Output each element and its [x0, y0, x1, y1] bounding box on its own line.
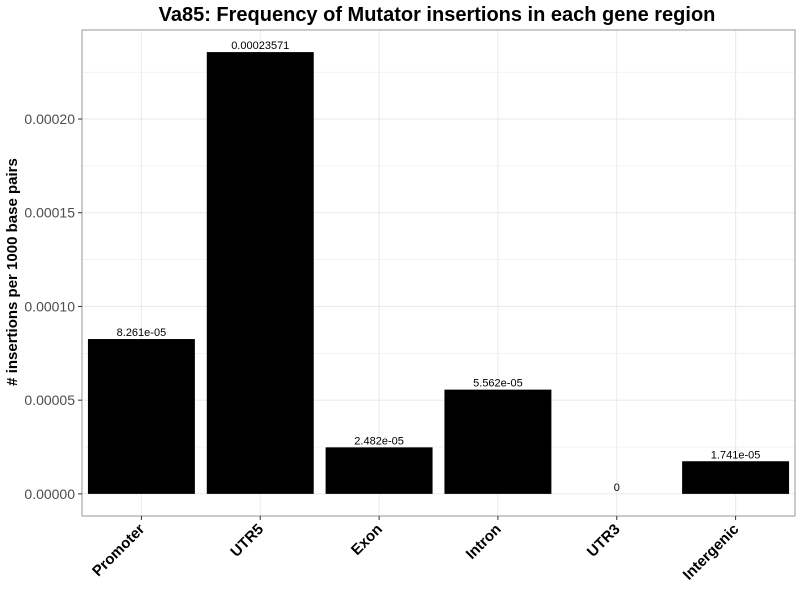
- y-tick-label: 0.00010: [24, 298, 75, 314]
- x-tick-label: Exon: [348, 521, 386, 559]
- x-tick-label: Intron: [463, 521, 505, 563]
- x-tick-label: Promoter: [89, 521, 148, 580]
- x-tick-label: UTR3: [584, 521, 624, 561]
- y-tick-label: 0.00020: [24, 111, 75, 127]
- bar: [682, 461, 790, 494]
- bar: [206, 52, 314, 494]
- bar: [444, 389, 552, 494]
- bar: [87, 339, 195, 494]
- panel-border: [81, 29, 796, 517]
- data-labels: 8.261e-05 0.00023571 2.482e-05 5.562e-05 0 1.…: [117, 40, 761, 494]
- y-tick-label: 0.00005: [24, 392, 75, 408]
- data-label: 0.00023571: [231, 40, 289, 52]
- chart-title: Va85: Frequency of Mutator insertions in…: [159, 4, 716, 26]
- data-label: 2.482e-05: [354, 435, 404, 447]
- minor-gridlines: [82, 71, 795, 448]
- data-label: 5.562e-05: [473, 378, 523, 390]
- y-tick-label: 0.00015: [24, 205, 75, 221]
- x-axis: Promoter UTR5 Exon Intron UTR3 Intergenic: [89, 516, 742, 584]
- x-tick-label: Intergenic: [680, 521, 743, 584]
- data-label: 0: [614, 482, 620, 494]
- data-label: 8.261e-05: [117, 327, 167, 339]
- x-tick-label: UTR5: [227, 521, 267, 561]
- bar: [325, 447, 433, 494]
- bars: [87, 52, 790, 494]
- data-label: 1.741e-05: [711, 449, 761, 461]
- y-tick-label: 0.00000: [24, 486, 75, 502]
- y-axis: 0.00000 0.00005 0.00010 0.00015 0.00020: [24, 111, 82, 502]
- y-axis-label: # insertions per 1000 base pairs: [4, 158, 21, 386]
